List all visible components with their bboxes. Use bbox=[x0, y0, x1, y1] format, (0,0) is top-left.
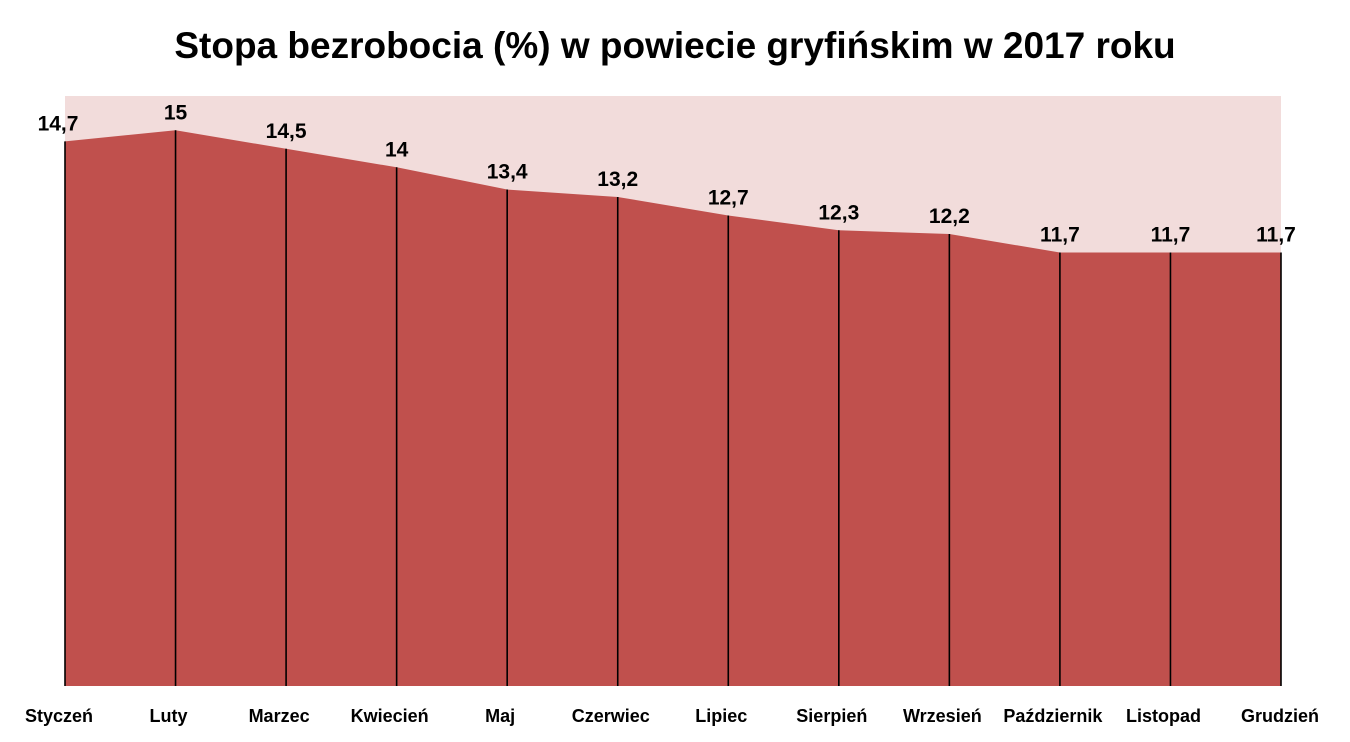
data-label: 15 bbox=[164, 101, 188, 124]
data-label: 11,7 bbox=[1256, 224, 1296, 247]
data-labels: 14,7 15 14,5 14 13,4 13,2 12,7 12,3 12,2 11,7 11,7… bbox=[38, 101, 1296, 246]
data-label: 11,7 bbox=[1040, 224, 1080, 247]
data-label: 11,7 bbox=[1151, 224, 1191, 247]
x-tick-label: Październik bbox=[1003, 706, 1103, 726]
x-tick-label: Styczeń bbox=[25, 706, 93, 726]
data-label: 12,7 bbox=[708, 186, 749, 209]
data-label: 12,3 bbox=[818, 201, 859, 224]
chart-title: Stopa bezrobocia (%) w powiecie gryfińsk… bbox=[174, 25, 1175, 66]
data-label: 14,7 bbox=[38, 112, 79, 135]
x-tick-label: Luty bbox=[150, 706, 188, 726]
data-label: 13,4 bbox=[487, 161, 528, 184]
drop-lines bbox=[64, 130, 1282, 686]
x-tick-label: Wrzesień bbox=[903, 706, 982, 726]
x-tick-label: Grudzień bbox=[1241, 706, 1319, 726]
data-label: 14 bbox=[385, 138, 409, 161]
x-tick-label: Czerwiec bbox=[572, 706, 650, 726]
data-label: 13,2 bbox=[597, 168, 638, 191]
unemployment-area-series bbox=[65, 130, 1281, 686]
data-label: 12,2 bbox=[929, 205, 970, 228]
x-tick-label: Sierpień bbox=[796, 706, 867, 726]
x-tick-label: Marzec bbox=[249, 706, 310, 726]
x-tick-label: Kwiecień bbox=[351, 706, 429, 726]
x-tick-label: Listopad bbox=[1126, 706, 1201, 726]
x-tick-label: Maj bbox=[485, 706, 515, 726]
data-label: 14,5 bbox=[266, 120, 307, 143]
x-axis-tick-labels: Styczeń Luty Marzec Kwiecień Maj Czerwiec Lipi… bbox=[25, 706, 1319, 726]
x-tick-label: Lipiec bbox=[695, 706, 747, 726]
